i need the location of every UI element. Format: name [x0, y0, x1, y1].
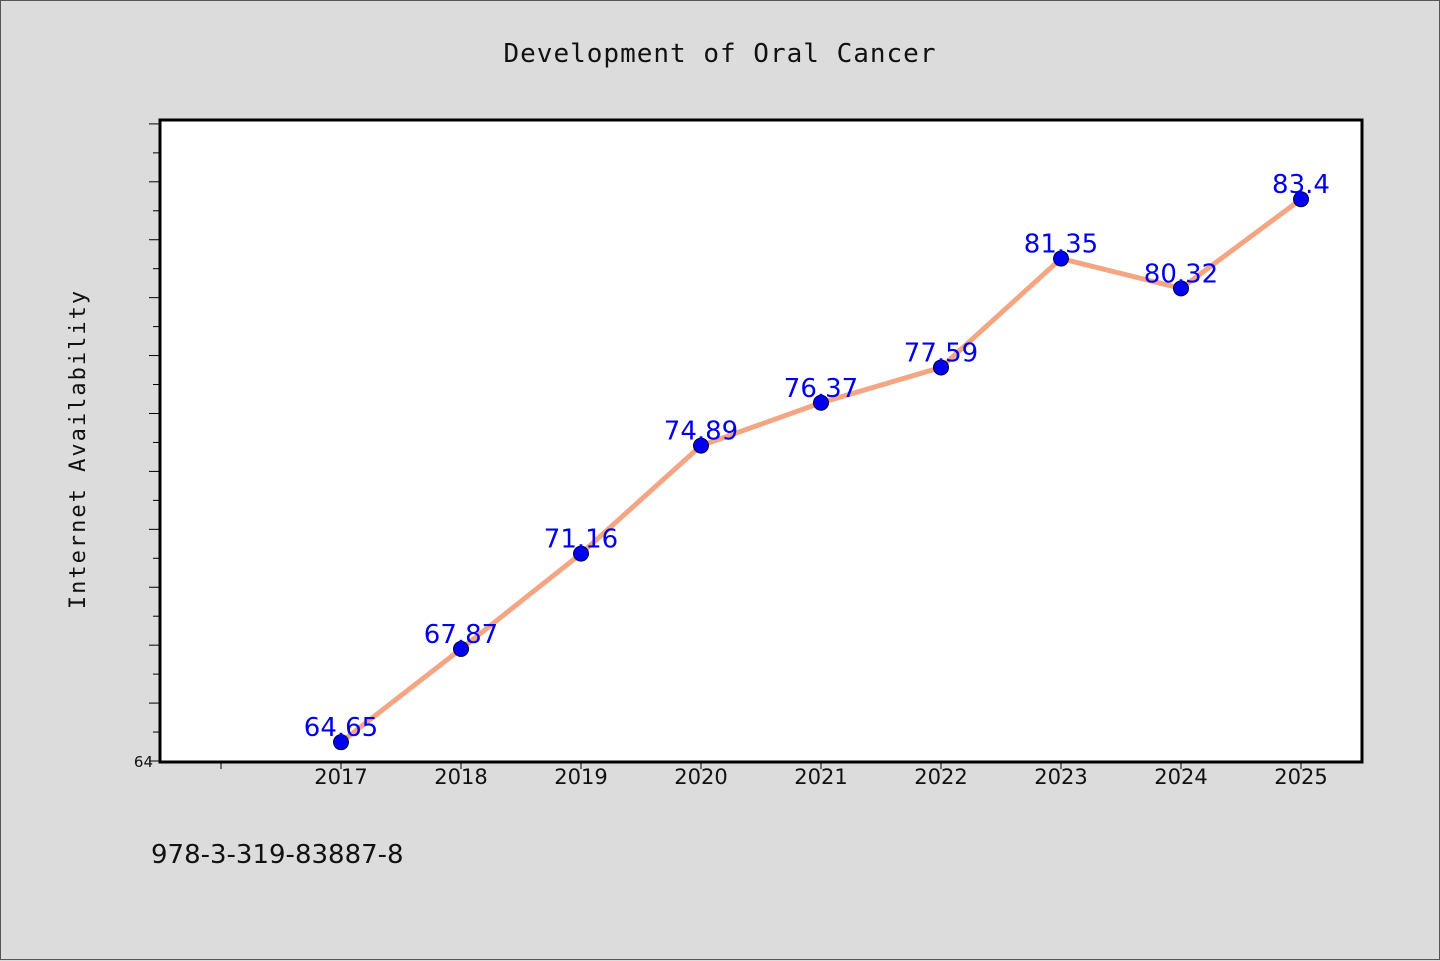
x-tick-label: 2021 [794, 765, 847, 789]
plot-area [158, 118, 1364, 764]
footnote-isbn: 978-3-319-83887-8 [151, 840, 404, 870]
data-label: 64.65 [304, 713, 378, 743]
data-label: 80.32 [1144, 259, 1218, 289]
data-point [1173, 280, 1189, 297]
data-label: 71.16 [544, 525, 618, 555]
data-point [813, 394, 829, 411]
x-tick-label: 2019 [554, 765, 607, 789]
data-label: 81.35 [1024, 230, 1098, 260]
x-axis-ticks: 2017 2018 2019 2020 2021 2022 2023 2024 2025 [220, 761, 1328, 789]
x-tick-label: 2022 [914, 765, 967, 789]
data-point [933, 359, 949, 376]
x-tick-label: 2025 [1274, 765, 1327, 789]
x-tick-label: 2017 [314, 765, 367, 789]
x-tick-label: 2020 [674, 765, 727, 789]
data-point [333, 734, 349, 751]
y-axis-ticks: 64 [134, 123, 161, 771]
x-tick-label: 2023 [1034, 765, 1087, 789]
data-point [693, 437, 709, 454]
data-label: 77.59 [904, 338, 978, 368]
data-point [1053, 250, 1069, 267]
data-label: 83.4 [1272, 170, 1330, 200]
x-tick-label: 2024 [1154, 765, 1207, 789]
data-point [573, 545, 589, 562]
series-layer: 64.65 67.87 71.16 74.89 76.37 77.59 81.35 80.32… [304, 170, 1330, 751]
y-axis-label: Internet Availability [66, 289, 91, 609]
chart-title: Development of Oral Cancer [504, 39, 937, 69]
data-label: 76.37 [784, 374, 858, 404]
data-point [1293, 191, 1309, 208]
data-label: 67.87 [424, 620, 498, 650]
data-label: 74.89 [664, 417, 738, 447]
data-point [453, 640, 469, 657]
y-tick-label: 64 [134, 753, 153, 771]
x-tick-label: 2018 [434, 765, 487, 789]
